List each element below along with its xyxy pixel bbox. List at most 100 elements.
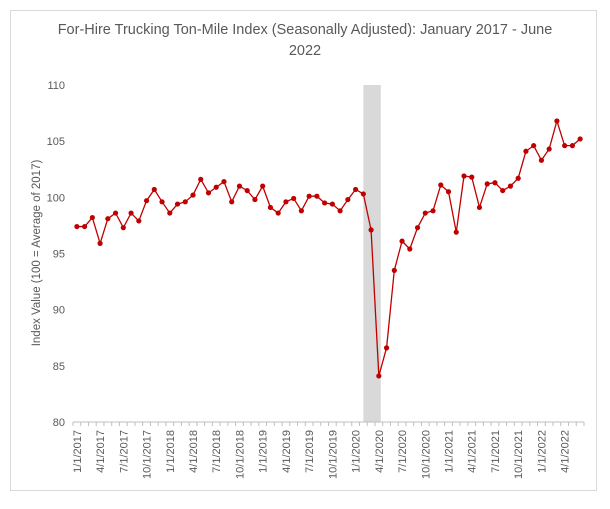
data-point (229, 199, 235, 205)
x-tick-label: 10/1/2018 (234, 430, 246, 479)
x-tick-label: 1/1/2017 (72, 430, 84, 473)
data-point (430, 208, 436, 214)
data-point (484, 181, 490, 187)
data-point (74, 223, 80, 230)
data-point (205, 190, 212, 196)
series-line (76, 118, 581, 377)
data-point (345, 196, 351, 203)
x-tick-label: 7/1/2021 (490, 430, 502, 473)
data-point (376, 373, 382, 379)
data-point (236, 183, 243, 189)
data-point (182, 199, 188, 205)
data-point (112, 210, 119, 216)
data-point (352, 186, 359, 193)
x-tick-label: 1/1/2021 (444, 430, 456, 473)
data-point (500, 187, 506, 194)
data-point (562, 143, 568, 149)
data-point (252, 196, 258, 203)
x-tick-label: 4/1/2020 (374, 430, 386, 473)
x-tick-label: 10/1/2020 (420, 430, 432, 479)
y-tick-label: 95 (53, 249, 65, 261)
data-point (515, 175, 521, 181)
x-tick-label: 1/1/2020 (351, 430, 363, 473)
data-point (267, 204, 274, 211)
x-tick-label: 4/1/2022 (560, 430, 572, 473)
data-point (283, 199, 289, 205)
x-tick-label: 10/1/2017 (142, 430, 154, 479)
x-tick-label: 7/1/2020 (397, 430, 409, 473)
data-point (198, 176, 204, 182)
y-tick-label: 110 (47, 80, 65, 92)
x-tick-label: 1/1/2018 (165, 430, 177, 473)
data-point (298, 208, 305, 214)
x-tick-label: 4/1/2021 (467, 430, 479, 473)
data-point (322, 200, 328, 206)
data-point (531, 143, 537, 149)
y-tick-label: 105 (47, 136, 65, 148)
data-point (260, 183, 266, 189)
x-tick-label: 4/1/2019 (281, 430, 293, 473)
data-point (128, 210, 134, 216)
x-tick-label: 7/1/2018 (211, 430, 223, 473)
data-point (136, 218, 142, 224)
data-point (577, 136, 583, 142)
data-point (82, 223, 88, 230)
data-point (190, 192, 196, 198)
data-point (445, 189, 452, 195)
y-tick-label: 80 (53, 417, 65, 429)
data-point (151, 186, 157, 193)
data-point (360, 191, 366, 197)
data-point (159, 199, 165, 205)
data-point (492, 180, 498, 186)
data-point (329, 201, 335, 207)
data-point (314, 193, 320, 199)
data-point (554, 118, 560, 124)
data-point (422, 210, 428, 216)
data-point (105, 216, 111, 222)
data-point (453, 229, 459, 235)
data-point (569, 143, 575, 149)
y-axis-label: Index Value (100 = Average of 2017) (31, 160, 43, 347)
data-point (438, 182, 444, 188)
data-point (213, 184, 219, 190)
data-point (414, 225, 421, 231)
data-point (244, 187, 250, 194)
data-point (507, 183, 514, 189)
data-point (476, 204, 483, 211)
chart-frame (10, 10, 597, 491)
data-point (461, 173, 467, 179)
x-tick-label: 4/1/2017 (95, 430, 107, 473)
chart-title: For-Hire Trucking Ton-Mile Index (Season… (57, 22, 553, 59)
data-point (167, 210, 173, 216)
x-tick-label: 10/1/2019 (327, 430, 339, 479)
x-tick-label: 10/1/2021 (513, 430, 525, 479)
data-point (391, 267, 397, 273)
data-point (275, 210, 281, 216)
data-point (368, 227, 374, 233)
data-point (469, 174, 475, 180)
data-point (337, 208, 343, 214)
data-point (538, 157, 545, 163)
data-point (407, 246, 413, 252)
x-tick-label: 7/1/2019 (304, 430, 316, 473)
data-point (306, 193, 312, 199)
data-point (291, 195, 297, 202)
y-tick-label: 85 (53, 361, 65, 373)
data-point (89, 214, 95, 221)
data-point (174, 201, 181, 207)
data-point (143, 198, 150, 204)
x-tick-label: 1/1/2022 (536, 430, 548, 473)
x-tick-label: 4/1/2018 (188, 430, 200, 473)
y-tick-label: 100 (47, 192, 65, 204)
data-point (399, 238, 405, 244)
data-point (97, 240, 103, 246)
x-tick-label: 1/1/2019 (258, 430, 270, 473)
data-point (523, 148, 529, 154)
x-tick-label: 7/1/2017 (118, 430, 130, 473)
data-point (546, 146, 552, 152)
y-tick-label: 90 (53, 305, 65, 317)
data-point (120, 225, 126, 231)
data-point (221, 179, 227, 185)
data-point (383, 345, 390, 351)
